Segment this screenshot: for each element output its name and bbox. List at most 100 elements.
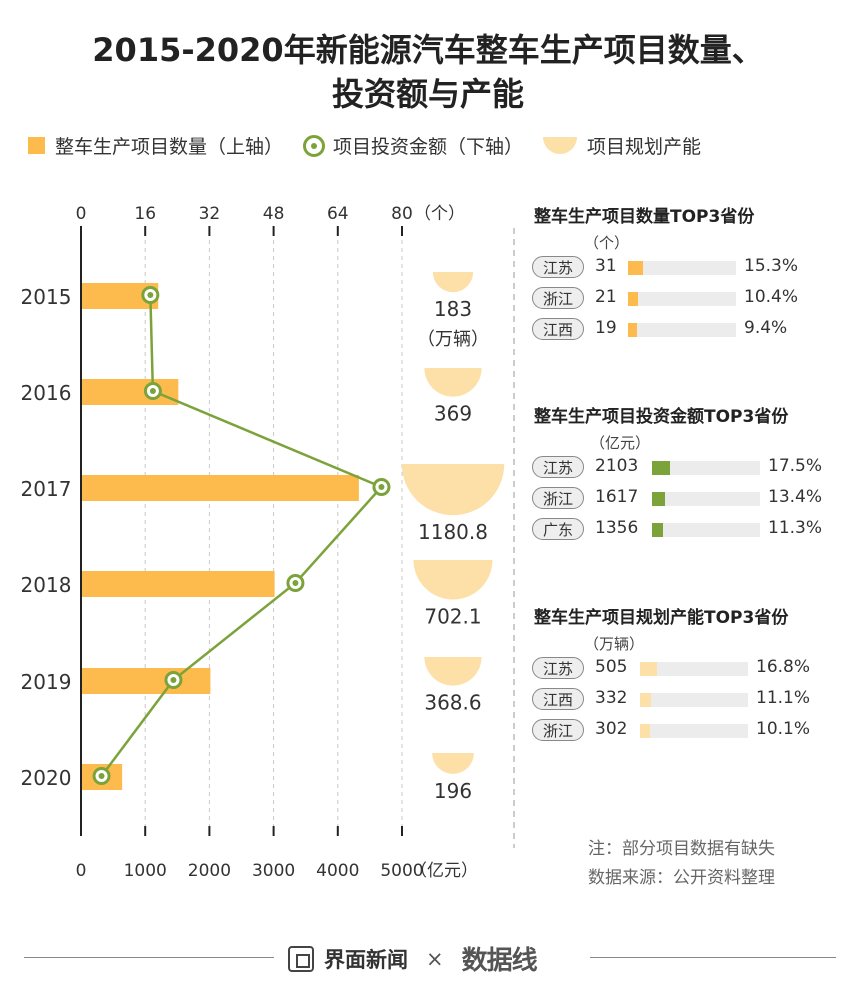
province-value: 1356 [595, 518, 639, 538]
year-label: 2020 [21, 766, 72, 790]
bottom-axis-tick-label: 3000 [252, 861, 295, 881]
capacity-label: 196 [434, 779, 472, 803]
province-pill: 江西 [532, 688, 584, 710]
legend-item-capacity: 项目规划产能 [543, 132, 701, 159]
province-pill: 浙江 [532, 719, 584, 741]
footer-rule-right [590, 957, 836, 958]
count-bar [82, 475, 359, 501]
top-axis-tick-label: 64 [327, 204, 349, 224]
share-percent: 17.5% [768, 456, 823, 476]
top3-panel-title: 整车生产项目投资金额TOP3省份 [534, 407, 789, 427]
province-value: 302 [595, 719, 628, 739]
province-value: 21 [595, 287, 617, 307]
share-bar-track [640, 693, 748, 707]
share-percent: 16.8% [756, 657, 811, 677]
dot-swatch-icon [303, 134, 326, 157]
top3-panel-title: 整车生产项目规划产能TOP3省份 [534, 608, 789, 628]
footer-brand: 界面新闻 × 数据线 [288, 940, 538, 977]
times-sign: × [426, 946, 444, 971]
legend-label: 项目规划产能 [587, 136, 702, 158]
share-bar-track [652, 492, 760, 506]
chart-title-line2: 投资额与产能 [331, 75, 524, 113]
capacity-label: 368.6 [424, 691, 481, 715]
legend-label: 项目投资金额（下轴） [333, 136, 524, 158]
legend-label: 整车生产项目数量（上轴） [55, 136, 284, 158]
share-bar-fill [628, 261, 644, 275]
province-pill: 江苏 [532, 657, 584, 679]
top-axis-tick-label: 80 [391, 204, 413, 224]
share-bar-fill [628, 323, 638, 337]
year-label: 2018 [21, 573, 72, 597]
year-label: 2015 [21, 285, 72, 309]
top3-panel-unit: （亿元） [590, 434, 651, 452]
province-value: 2103 [595, 456, 639, 476]
count-bar [82, 379, 179, 405]
investment-point-core [98, 773, 105, 779]
count-bar [82, 668, 211, 694]
share-bar-fill [652, 523, 664, 537]
share-percent: 11.1% [756, 688, 811, 708]
investment-point-core [170, 677, 177, 683]
share-bar-fill [640, 724, 651, 738]
share-percent: 9.4% [744, 318, 788, 338]
panel-divider [513, 228, 515, 848]
source-text: 数据来源：公开资料整理 [588, 868, 775, 888]
legend-item-investment: 项目投资金额（下轴） [303, 132, 523, 159]
investment-line [100, 294, 384, 777]
province-value: 1617 [595, 487, 639, 507]
top3-panel-title: 整车生产项目数量TOP3省份 [534, 207, 755, 227]
bottom-axis-unit: （亿元） [410, 861, 478, 881]
legend-item-project-count: 整车生产项目数量（上轴） [28, 132, 283, 159]
share-bar-track [628, 323, 736, 337]
capacity-bowl [432, 272, 474, 293]
top-axis-tick-label: 48 [263, 204, 285, 224]
share-bar-track [652, 523, 760, 537]
province-pill: 江苏 [532, 456, 584, 478]
investment-point-core [147, 292, 154, 298]
investment-point-core [292, 580, 299, 586]
capacity-bowl [432, 753, 474, 774]
brand-name: 界面新闻 [324, 947, 408, 972]
share-percent: 10.1% [756, 719, 811, 739]
jiemian-logo-icon [288, 945, 314, 972]
capacity-unit: （万辆） [417, 329, 489, 350]
province-pill: 江西 [532, 318, 584, 340]
capacity-bowl [424, 657, 482, 686]
share-bar-fill [652, 461, 670, 475]
province-value: 332 [595, 688, 628, 708]
capacity-bowl [401, 464, 505, 516]
note-text: 注：部分项目数据有缺失 [588, 839, 775, 859]
year-label: 2016 [21, 381, 72, 405]
share-bar-fill [652, 492, 666, 506]
share-bar-fill [640, 662, 657, 676]
bottom-axis-tick-label: 1000 [124, 861, 167, 881]
capacity-label: 1180.8 [418, 520, 488, 544]
share-bar-fill [628, 292, 639, 306]
bottom-axis-tick-label: 0 [76, 861, 87, 881]
share-bar-track [640, 724, 748, 738]
province-pill: 浙江 [532, 487, 584, 509]
province-pill: 浙江 [532, 287, 584, 309]
top3-panel-unit: （万辆） [584, 635, 645, 653]
share-bar-track [640, 662, 748, 676]
capacity-bowl [413, 560, 493, 600]
province-pill: 江苏 [532, 256, 584, 278]
share-bar-track [652, 461, 760, 475]
capacity-label: 183 [434, 297, 472, 321]
share-bar-fill [640, 693, 652, 707]
share-percent: 13.4% [768, 487, 823, 507]
capacity-label: 702.1 [424, 604, 481, 628]
bar-swatch-icon [28, 137, 45, 154]
bottom-axis-tick-label: 5000 [380, 861, 423, 881]
share-percent: 15.3% [744, 256, 799, 276]
bottom-axis-tick-label: 4000 [316, 861, 359, 881]
investment-point-core [378, 484, 385, 490]
bottom-axis-tick-label: 2000 [188, 861, 231, 881]
chart-title-line1: 2015-2020年新能源汽车整车生产项目数量、 [92, 31, 764, 69]
province-value: 31 [595, 256, 617, 276]
count-bar [82, 571, 275, 597]
capacity-bowl [424, 368, 482, 397]
top-axis-tick-label: 16 [134, 204, 156, 224]
share-bar-track [628, 261, 736, 275]
